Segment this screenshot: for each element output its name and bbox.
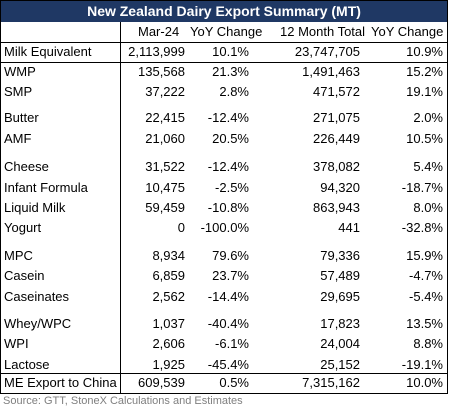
table-title: New Zealand Dairy Export Summary (MT) [1,1,447,22]
cell-value: 19.1% [406,84,443,99]
cell-value: 79.6% [212,248,249,263]
cell-value: 79,336 [320,248,360,263]
cell-value: 378,082 [313,159,360,174]
row-label: ME Export to China [4,375,117,390]
row-label: Milk Equivalent [4,44,92,59]
cell-value: 37,222 [145,84,185,99]
cell-value: 863,943 [313,200,360,215]
border [0,393,448,394]
row-label: Infant Formula [4,180,88,195]
cell-value: 1,037 [152,316,185,331]
cell-value: -12.4% [207,159,249,174]
cell-value: 15.9% [406,248,443,263]
row-divider [0,62,448,63]
row-label: MPC [4,248,33,263]
cell-value: 59,459 [145,200,185,215]
column-divider [120,22,121,393]
cell-value: -6.1% [215,336,249,351]
row-divider [0,42,448,43]
cell-value: 0 [177,220,185,235]
cell-value: 8,934 [152,248,185,263]
cell-value: -32.8% [401,220,443,235]
cell-value: -40.4% [207,316,249,331]
cell-value: 57,489 [320,268,360,283]
cell-value: -19.1% [401,357,443,372]
cell-value: -18.7% [401,180,443,195]
cell-value: 2,606 [152,336,185,351]
border [0,0,448,1]
cell-value: 22,415 [145,110,185,125]
cell-value: -45.4% [207,357,249,372]
cell-value: 24,004 [320,336,360,351]
cell-value: 10.5% [406,131,443,146]
cell-value: 23,747,705 [294,44,360,59]
cell-value: 2,562 [152,289,185,304]
cell-value: 10,475 [145,180,185,195]
cell-value: 8.8% [413,336,443,351]
cell-value: 17,823 [320,316,360,331]
cell-value: 609,539 [138,375,185,390]
column-header: 12 Month Total [280,24,366,39]
cell-value: -4.7% [409,268,443,283]
cell-value: -14.4% [207,289,249,304]
cell-value: 226,449 [313,131,360,146]
cell-value: 2.0% [413,110,443,125]
cell-value: 1,925 [152,357,185,372]
border [447,0,448,393]
cell-value: 94,320 [320,180,360,195]
cell-value: -100.0% [200,220,249,235]
row-label: Lactose [4,357,50,372]
cell-value: 10.0% [406,375,443,390]
cell-value: 13.5% [406,316,443,331]
cell-value: 29,695 [320,289,360,304]
cell-value: 10.1% [212,44,249,59]
cell-value: 271,075 [313,110,360,125]
cell-value: 21.3% [212,64,249,79]
row-label: Yogurt [4,220,42,235]
cell-value: 21,060 [145,131,185,146]
cell-value: 31,522 [145,159,185,174]
cell-value: 6,859 [152,268,185,283]
row-divider [0,373,448,374]
cell-value: -2.5% [215,180,249,195]
cell-value: 10.9% [406,44,443,59]
cell-value: 2,113,999 [128,44,185,59]
row-label: Whey/WPC [4,316,72,331]
cell-value: 20.5% [212,131,249,146]
cell-value: 441 [338,220,360,235]
cell-value: 8.0% [413,200,443,215]
cell-value: 135,568 [138,64,185,79]
cell-value: 0.5% [219,375,249,390]
cell-value: 1,491,463 [302,64,360,79]
row-label: Caseinates [4,289,70,304]
cell-value: 25,152 [320,357,360,372]
cell-value: -5.4% [409,289,443,304]
cell-value: -12.4% [207,110,249,125]
row-label: SMP [4,84,33,99]
row-label: WPI [4,336,29,351]
column-header: YoY Change [371,24,444,39]
cell-value: 15.2% [406,64,443,79]
cell-value: 471,572 [313,84,360,99]
row-label: WMP [4,64,36,79]
cell-value: -10.8% [207,200,249,215]
cell-value: 5.4% [413,159,443,174]
row-label: AMF [4,131,32,146]
cell-value: 7,315,162 [302,375,360,390]
column-header: YoY Change [190,24,263,39]
border [0,0,1,393]
row-label: Liquid Milk [4,200,66,215]
row-label: Casein [4,268,45,283]
column-header: Mar-24 [138,24,180,39]
row-label: Cheese [4,159,49,174]
row-label: Butter [4,110,39,125]
cell-value: 23.7% [212,268,249,283]
cell-value: 2.8% [219,84,249,99]
source-note: Source: GTT, StoneX Calculations and Est… [3,395,243,407]
